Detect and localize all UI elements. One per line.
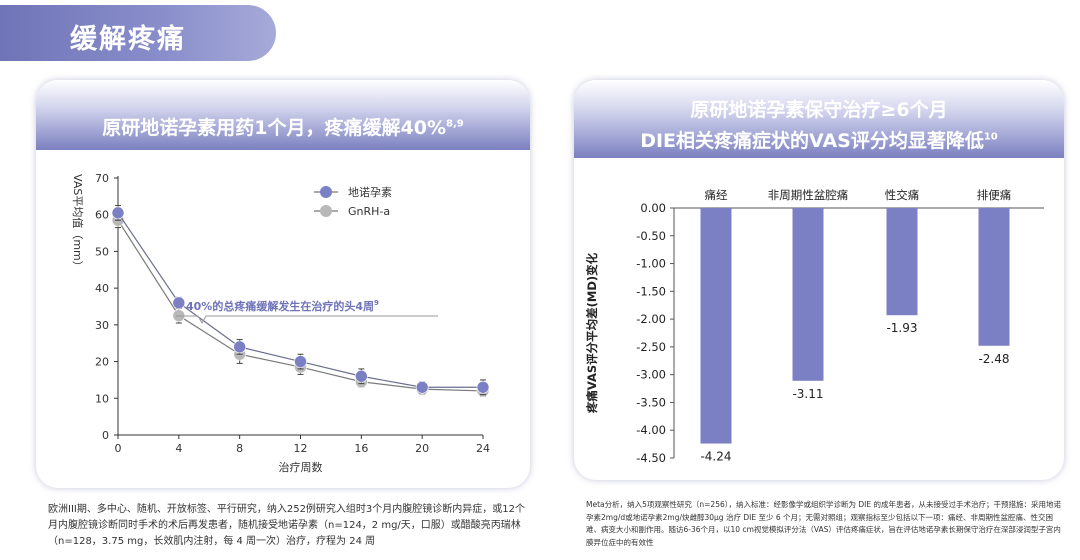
legend-label-gnrh: GnRH-a [348, 205, 390, 218]
bar-chart-title-ref: 10 [983, 131, 998, 143]
x-tick-label: 0 [115, 442, 122, 455]
bar-chart-card: 原研地诺孕素保守治疗≥6个月 DIE相关疼痛症状的VAS评分均显著降低10 0.… [574, 80, 1064, 480]
y-tick-label: 0.00 [640, 201, 666, 215]
bar-chart-card-header: 原研地诺孕素保守治疗≥6个月 DIE相关疼痛症状的VAS评分均显著降低10 [574, 80, 1064, 158]
y-tick-label: 60 [95, 209, 109, 222]
legend-label-dienogest: 地诺孕素 [348, 186, 392, 199]
line-chart-title-ref: 8,9 [445, 118, 464, 130]
line-chart-card-title: 原研地诺孕素用药1个月，疼痛缓解40%8,9 [36, 113, 530, 140]
legend-marker-gnrh [320, 205, 332, 217]
data-label: -1.93 [886, 321, 917, 335]
category-label: 性交痛 [885, 188, 920, 202]
vas-line-chart: 0 10 20 30 40 50 60 70 0 4 8 12 16 20 24 治疗周数 VAS平均值（mm）… [71, 172, 490, 474]
data-point-dienogest [111, 206, 125, 220]
data-point-dienogest [415, 380, 429, 394]
y-tick-label: -0.50 [636, 229, 666, 243]
x-tick-label: 4 [175, 442, 182, 455]
data-point-dienogest [294, 355, 307, 368]
y-tick-label: 0 [102, 429, 109, 442]
y-tick-label: 20 [95, 356, 109, 369]
y-tick-label: 30 [95, 319, 109, 332]
data-point-dienogest [233, 340, 246, 354]
annotation-text: 40%的总疼痛缓解发生在治疗的头4周9 [186, 299, 379, 313]
line-chart-title-text: 原研地诺孕素用药1个月，疼痛缓解40% [102, 117, 446, 139]
bar-chart-title-line1: 原研地诺孕素保守治疗≥6个月 [690, 99, 948, 121]
bar-chart-title-line2: DIE相关疼痛症状的VAS评分均显著降低10 [574, 126, 1064, 153]
section-title: 缓解疼痛 [70, 24, 186, 55]
y-tick-label: 10 [95, 392, 109, 405]
bar [978, 208, 1010, 346]
y-tick-label: -1.00 [636, 257, 666, 271]
data-point-dienogest [172, 296, 186, 310]
y-tick-label: -4.50 [636, 451, 666, 465]
vas-md-bar-chart: 0.00 -0.50 -1.00 -1.50 -2.00 -2.50 -3.00 -3.50 -… [585, 188, 1044, 465]
y-tick-label: -4.00 [636, 423, 666, 437]
right-footnote: Meta分析，纳入5项观察性研究（n=256），纳入标准：经影像学或组织学诊断为… [586, 500, 1061, 547]
y-tick-label: 40 [95, 282, 109, 295]
bar [792, 208, 824, 381]
legend-marker-dienogest [320, 186, 332, 198]
section-title-tab: 缓解疼痛 [0, 5, 276, 61]
y-tick-label: 70 [95, 172, 109, 185]
x-tick-label: 12 [294, 442, 308, 455]
y-tick-label: -2.50 [636, 340, 666, 354]
data-point-dienogest [355, 369, 368, 383]
bar [700, 208, 732, 444]
y-axis-title: VAS平均值（mm） [71, 174, 84, 272]
x-tick-label: 8 [236, 442, 243, 455]
line-chart-card-header: 原研地诺孕素用药1个月，疼痛缓解40%8,9 [36, 80, 530, 150]
left-footnote: 欧洲III期、多中心、随机、开放标签、平行研究，纳入252例研究入组时3个月内腹… [48, 504, 526, 547]
annotation-pointer [176, 315, 438, 325]
y-tick-label: 50 [95, 245, 109, 258]
data-point-dienogest [476, 380, 490, 394]
bar-chart-title-line2-text: DIE相关疼痛症状的VAS评分均显著降低 [640, 130, 984, 152]
y-tick-label: -3.00 [636, 368, 666, 382]
data-label: -2.48 [978, 352, 1009, 366]
bar [886, 208, 918, 316]
line-chart-card: 原研地诺孕素用药1个月，疼痛缓解40%8,9 0 10 20 30 40 50 60 70 0 4… [36, 80, 530, 488]
category-label: 排便痛 [977, 188, 1012, 202]
x-tick-label: 16 [354, 442, 368, 455]
y-tick-label: -2.00 [636, 312, 666, 326]
x-tick-label: 24 [476, 442, 490, 455]
x-axis-title: 治疗周数 [279, 460, 323, 474]
annotation-ref: 9 [374, 299, 379, 307]
y-tick-label: -3.50 [636, 395, 666, 409]
y-tick-label: -1.50 [636, 284, 666, 298]
data-label: -4.24 [700, 450, 731, 464]
category-label: 痛经 [705, 188, 728, 202]
y-axis-title: 疼痛VAS评分平均差(MD)变化 [585, 252, 599, 413]
x-tick-label: 20 [415, 442, 429, 455]
data-label: -3.11 [792, 387, 823, 401]
category-label: 非周期性盆腔痛 [768, 188, 849, 202]
